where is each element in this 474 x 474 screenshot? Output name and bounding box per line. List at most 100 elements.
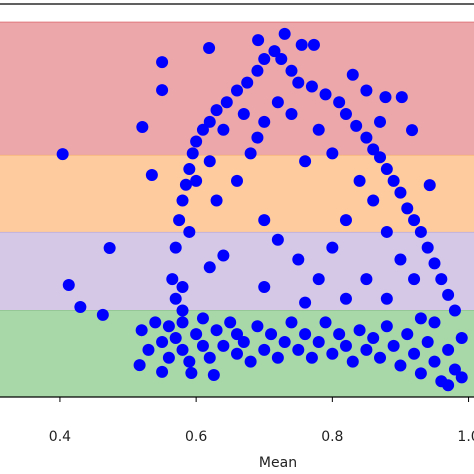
point	[176, 316, 189, 329]
point	[414, 367, 427, 380]
point	[162, 320, 175, 333]
point	[455, 332, 468, 345]
point	[252, 34, 265, 47]
point	[406, 124, 419, 137]
point	[183, 225, 196, 238]
point	[258, 214, 271, 227]
point	[339, 108, 352, 121]
point	[231, 328, 243, 341]
point	[380, 163, 393, 176]
point	[339, 292, 352, 305]
point	[448, 363, 461, 376]
point	[312, 273, 325, 286]
point	[244, 147, 257, 160]
point	[285, 64, 298, 77]
point	[156, 56, 169, 69]
point	[387, 339, 400, 352]
point	[423, 179, 436, 192]
point	[333, 328, 346, 341]
point	[367, 194, 380, 207]
point	[145, 168, 158, 181]
point	[156, 365, 169, 378]
point	[258, 115, 271, 128]
point	[231, 347, 243, 360]
point	[275, 53, 288, 66]
point	[401, 202, 414, 215]
point	[299, 328, 312, 341]
point	[278, 27, 291, 40]
point	[241, 76, 254, 89]
point	[360, 273, 373, 286]
point	[299, 155, 312, 168]
point	[251, 131, 264, 144]
point	[135, 324, 148, 337]
point	[360, 131, 373, 144]
point	[271, 351, 284, 364]
point	[442, 343, 455, 356]
point	[210, 104, 223, 117]
point	[190, 174, 203, 187]
point	[136, 121, 149, 134]
point	[203, 261, 216, 274]
point	[442, 379, 455, 392]
point	[74, 301, 87, 314]
point	[217, 123, 230, 136]
point	[292, 343, 305, 356]
point	[421, 335, 434, 348]
point	[149, 316, 162, 329]
point	[408, 347, 421, 360]
point	[203, 155, 216, 168]
point	[285, 316, 298, 329]
point	[380, 320, 393, 333]
point	[186, 147, 199, 160]
point	[374, 351, 387, 364]
point	[435, 273, 448, 286]
point	[179, 178, 192, 191]
point	[271, 96, 284, 109]
point	[442, 288, 455, 301]
point	[455, 371, 468, 384]
point	[394, 253, 407, 266]
point	[380, 292, 393, 305]
point	[166, 273, 179, 286]
point	[285, 108, 298, 121]
point	[387, 174, 400, 187]
point	[367, 332, 380, 345]
point	[339, 339, 352, 352]
point	[224, 316, 237, 329]
point	[421, 241, 434, 254]
point	[162, 351, 175, 364]
point	[203, 42, 216, 55]
point	[196, 123, 209, 136]
point	[353, 174, 366, 187]
x-tick-label: 1.0	[457, 429, 474, 445]
point	[169, 292, 182, 305]
point	[326, 347, 339, 360]
point	[428, 316, 441, 329]
point	[268, 45, 281, 58]
point	[190, 328, 203, 341]
point	[176, 280, 189, 293]
point	[156, 335, 169, 348]
x-tick-label: 0.4	[49, 429, 71, 445]
point	[319, 316, 332, 329]
point	[210, 194, 223, 207]
point	[292, 76, 305, 89]
point	[367, 143, 380, 156]
x-tick-label: 0.6	[185, 429, 207, 445]
point	[251, 320, 264, 333]
point	[258, 53, 271, 66]
point	[350, 119, 363, 132]
point	[217, 249, 230, 262]
point	[408, 273, 421, 286]
point	[307, 38, 320, 51]
point	[394, 186, 407, 199]
point	[176, 194, 189, 207]
point	[190, 135, 203, 148]
point	[271, 233, 284, 246]
point	[305, 80, 318, 93]
point	[183, 163, 196, 176]
point	[176, 304, 189, 317]
point	[173, 214, 186, 227]
point	[156, 84, 169, 97]
